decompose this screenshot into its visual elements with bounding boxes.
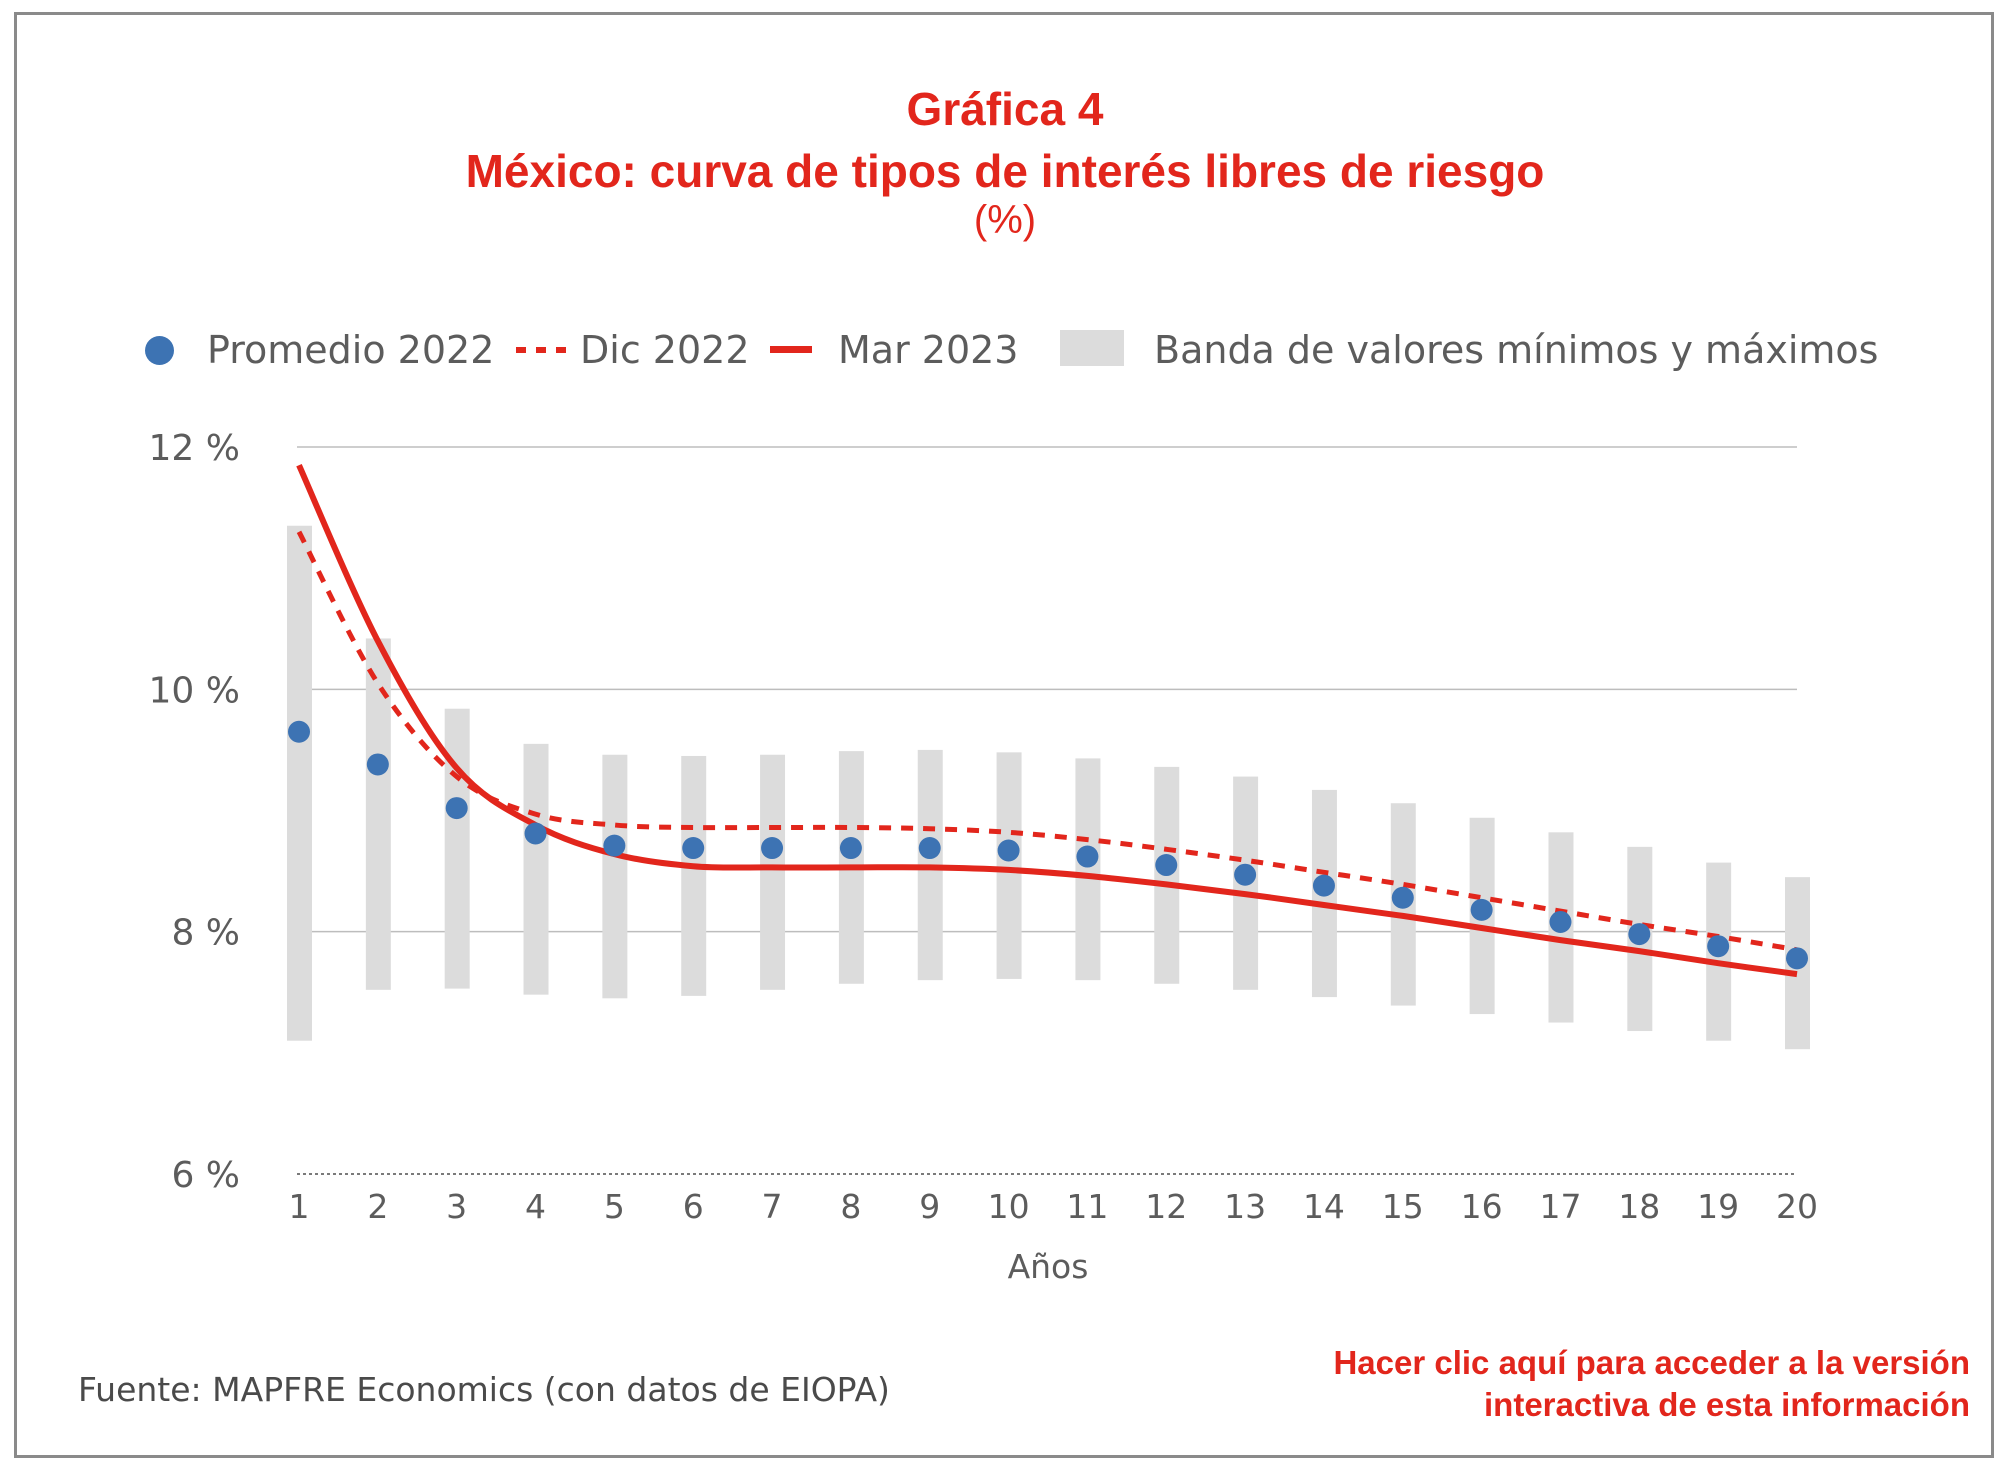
promedio-point (524, 822, 547, 845)
x-tick-label: 9 (919, 1187, 940, 1226)
x-tick-label: 19 (1697, 1187, 1739, 1226)
band-bar (287, 525, 312, 1041)
x-tick-label: 12 (1145, 1187, 1187, 1226)
promedio-point (761, 837, 784, 860)
promedio-point (839, 837, 862, 860)
legend-label-band: Banda de valores mínimos y máximos (1154, 328, 1879, 372)
chart-subtitle: México: curva de tipos de interés libres… (465, 145, 1545, 197)
band-bar (365, 638, 391, 990)
x-tick-label: 11 (1066, 1187, 1108, 1226)
legend: Promedio 2022 Dic 2022 Mar 2023 Banda de… (0, 325, 2010, 375)
x-tick-label: 15 (1382, 1187, 1424, 1226)
legend-dot-marker (145, 336, 174, 365)
legend-dash-marker (516, 347, 526, 353)
promedio-point (1234, 863, 1257, 886)
promedio-point (603, 834, 626, 857)
x-tick-label: 13 (1224, 1187, 1266, 1226)
promedio-point (1076, 845, 1099, 868)
x-axis-label: Años (1008, 1247, 1089, 1286)
x-tick-label: 5 (604, 1187, 625, 1226)
x-tick-labels: 1 2 3 4 5 6 7 8 9 10 11 12 13 14 15 16 17 18 19 20 (289, 1187, 1819, 1226)
chart-unit: (%) (973, 198, 1037, 242)
legend-label-mar: Mar 2023 (838, 328, 1019, 372)
band-bar (996, 752, 1022, 979)
promedio-point (918, 837, 941, 860)
promedio-point (1155, 854, 1178, 877)
band-bar (444, 708, 470, 989)
promedio-point (997, 839, 1020, 862)
x-tick-label: 7 (762, 1187, 783, 1226)
series-line-mar-2023 (296, 463, 1798, 978)
interactive-link[interactable]: Hacer clic aquí para acceder a la versió… (1333, 1342, 1970, 1426)
x-tick-label: 2 (367, 1187, 388, 1226)
legend-label-dic: Dic 2022 (580, 328, 750, 372)
source-note: Fuente: MAPFRE Economics (con datos de E… (78, 1370, 890, 1409)
x-tick-label: 1 (289, 1187, 310, 1226)
y-tick-label: 8 % (171, 913, 240, 954)
promedio-point (445, 797, 468, 820)
x-tick-label: 14 (1303, 1187, 1345, 1226)
y-tick-label: 6 % (171, 1155, 240, 1196)
series-lines (296, 463, 1798, 978)
legend-line-marker (770, 346, 812, 353)
chart-title: Gráfica 4 (906, 83, 1104, 135)
x-tick-label: 20 (1776, 1187, 1818, 1226)
promedio-point (366, 753, 389, 776)
x-tick-label: 10 (988, 1187, 1030, 1226)
legend-band-marker (1060, 330, 1124, 366)
y-tick-label: 12 % (149, 428, 240, 469)
promedio-point (1786, 947, 1808, 970)
x-tick-label: 3 (446, 1187, 467, 1226)
x-tick-label: 8 (840, 1187, 861, 1226)
promedio-point (288, 720, 310, 743)
link-line-1[interactable]: Hacer clic aquí para acceder a la versió… (1333, 1344, 1970, 1381)
promedio-point (1707, 935, 1730, 958)
series-line-dic-2022 (296, 530, 1798, 953)
chart-frame (14, 12, 1994, 1458)
promedio-point (1470, 898, 1493, 921)
promedio-point (1628, 923, 1651, 946)
link-line-2[interactable]: interactiva de esta información (1484, 1386, 1970, 1423)
promedio-point (1391, 886, 1414, 909)
x-tick-label: 17 (1539, 1187, 1581, 1226)
legend-dash-marker (536, 347, 546, 353)
x-tick-label: 16 (1461, 1187, 1503, 1226)
x-tick-label: 6 (683, 1187, 704, 1226)
promedio-point (1312, 874, 1335, 897)
band-bar (602, 754, 628, 999)
promedio-point (1549, 910, 1572, 933)
x-tick-label: 4 (525, 1187, 546, 1226)
band-bars (287, 525, 1810, 1050)
band-bar (760, 754, 786, 990)
promedio-point (682, 837, 705, 860)
series-dots (288, 720, 1808, 970)
y-tick-labels: 6 % 8 % 10 % 12 % (149, 428, 240, 1196)
band-bar (681, 755, 707, 996)
legend-dash-marker (556, 347, 566, 353)
y-tick-label: 10 % (149, 670, 240, 711)
band-bar (523, 743, 549, 995)
legend-label-promedio: Promedio 2022 (207, 328, 495, 372)
grid-lines (297, 446, 1797, 1175)
band-bar (1075, 758, 1101, 981)
x-tick-label: 18 (1618, 1187, 1660, 1226)
